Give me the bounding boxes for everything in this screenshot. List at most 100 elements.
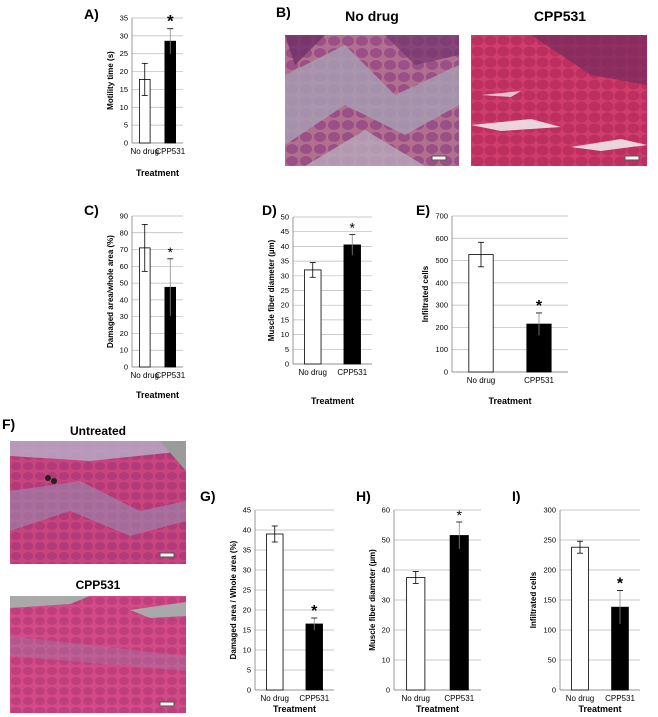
panel-label-d: D) [262, 202, 277, 218]
chart-h-ytick-label: 10 [382, 656, 390, 665]
chart-g-category-label: CPP531 [299, 694, 329, 703]
chart-d-significance-star: * [350, 220, 356, 236]
chart-e-ytick-label: 200 [435, 323, 448, 332]
chart-c-ytick-label: 0 [124, 363, 128, 372]
chart-a-ytick-label: 5 [124, 121, 128, 130]
chart-i-ytick-label: 300 [543, 506, 556, 515]
chart-i-bar-0 [571, 546, 589, 691]
chart-i-xlabel: Treatment [578, 704, 621, 714]
chart-a-ytick-label: 25 [120, 49, 128, 58]
chart-i-ytick-label: 0 [552, 686, 556, 695]
chart-c-xlabel: Treatment [136, 390, 179, 400]
chart-d-ytick-label: 50 [281, 213, 289, 222]
chart-d-ytick-label: 45 [281, 227, 289, 236]
chart-a-ytick-label: 35 [120, 14, 128, 23]
chart-d-ytick-label: 15 [281, 315, 289, 324]
chart-e-ytick-label: 300 [435, 301, 448, 310]
chart-h-ylabel: Muscle fiber diameter (µm) [368, 549, 377, 651]
chart-d-ytick-label: 5 [285, 345, 289, 354]
chart-c-ytick-label: 80 [120, 228, 128, 237]
chart-a-ytick-label: 15 [120, 85, 128, 94]
chart-e-category-label: No drug [467, 376, 495, 385]
panel-label-e: E) [416, 202, 430, 218]
chart-e-category-label: CPP531 [524, 376, 554, 385]
chart-d-category-label: No drug [299, 368, 327, 377]
micrograph-no-drug [285, 35, 459, 166]
chart-d-ytick-label: 10 [281, 330, 289, 339]
chart-g-bar-1 [305, 623, 323, 691]
panel-label-f: F) [2, 416, 16, 432]
chart-g-ytick-label: 30 [243, 566, 251, 575]
chart-a-category-label: CPP531 [155, 147, 185, 156]
chart-e-xlabel: Treatment [488, 396, 531, 406]
chart-e-ytick-label: 600 [435, 234, 448, 243]
chart-d-category-label: CPP531 [337, 368, 367, 377]
image-title-untreated: Untreated [69, 424, 126, 438]
chart-h-bar-1 [449, 535, 469, 691]
chart-h-ytick-label: 50 [382, 536, 390, 545]
panel-label-i: I) [512, 488, 521, 504]
chart-d-ylabel: Muscle fiber diameter (µm) [267, 239, 276, 341]
chart-a-xlabel: Treatment [136, 168, 179, 178]
chart-d-ytick-label: 0 [285, 360, 289, 369]
chart-e-ylabel: Infiltrated cells [421, 265, 430, 322]
chart-g-category-label: No drug [261, 694, 289, 703]
chart-i-ylabel: Infiltrated cells [529, 571, 538, 628]
chart-e-ytick-label: 400 [435, 278, 448, 287]
chart-h-ytick-label: 0 [386, 686, 390, 695]
chart-a-ylabel: Motility time (s) [106, 51, 115, 110]
panel-label-b: B) [276, 4, 291, 20]
chart-a-ytick-label: 20 [120, 67, 128, 76]
chart-d-ytick-label: 25 [281, 286, 289, 295]
chart-h-ytick-label: 30 [382, 596, 390, 605]
panel-label-a: A) [84, 6, 99, 22]
panel-label-g: G) [200, 488, 216, 504]
chart-g-ytick-label: 10 [243, 646, 251, 655]
chart-i-category-label: CPP531 [605, 694, 635, 703]
chart-e-ytick-label: 100 [435, 345, 448, 354]
chart-h-bar-0 [406, 577, 426, 691]
chart-a-ytick-label: 0 [124, 139, 128, 148]
chart-h-ytick-label: 20 [382, 626, 390, 635]
chart-c-ytick-label: 50 [120, 279, 128, 288]
chart-a-ytick-label: 30 [120, 31, 128, 40]
chart-d-ytick-label: 20 [281, 301, 289, 310]
chart-c-significance-star: * [168, 244, 174, 260]
image-title-no-drug: No drug [345, 8, 399, 24]
chart-c-ytick-label: 90 [120, 212, 128, 221]
chart-c-ytick-label: 60 [120, 262, 128, 271]
micrograph-cpp531-f [10, 596, 186, 713]
chart-e-ytick-label: 700 [435, 212, 448, 221]
chart-g-ytick-label: 35 [243, 546, 251, 555]
chart-h-significance-star: * [457, 507, 463, 523]
chart-c-ylabel: Damaged area/whole area (%) [106, 235, 115, 348]
chart-g-ylabel: Damaged area / Whole area (%) [229, 540, 238, 659]
chart-g-ytick-label: 0 [247, 686, 251, 695]
chart-i-ytick-label: 250 [543, 536, 556, 545]
chart-c-ytick-label: 40 [120, 295, 128, 304]
chart-a-significance-star: * [167, 12, 174, 31]
chart-g-significance-star: * [311, 603, 318, 620]
chart-c-category-label: No drug [131, 371, 159, 380]
chart-e-bar-0 [468, 254, 494, 373]
chart-h-category-label: No drug [402, 694, 430, 703]
chart-e-ytick-label: 500 [435, 256, 448, 265]
chart-d-bar-1 [343, 244, 361, 365]
chart-a-bar-1 [164, 40, 177, 144]
chart-g-ytick-label: 15 [243, 626, 251, 635]
chart-c-category-label: CPP531 [155, 371, 185, 380]
chart-i-ytick-label: 200 [543, 566, 556, 575]
chart-g-ytick-label: 25 [243, 586, 251, 595]
chart-d-ytick-label: 40 [281, 242, 289, 251]
chart-g-ytick-label: 40 [243, 526, 251, 535]
chart-c-ytick-label: 70 [120, 245, 128, 254]
chart-i-ytick-label: 100 [543, 626, 556, 635]
chart-c-ytick-label: 10 [120, 346, 128, 355]
chart-e-significance-star: * [536, 298, 543, 315]
chart-g-ytick-label: 45 [243, 506, 251, 515]
chart-i-category-label: No drug [566, 694, 594, 703]
chart-g-ytick-label: 20 [243, 606, 251, 615]
chart-c-ytick-label: 20 [120, 329, 128, 338]
chart-d-ytick-label: 30 [281, 271, 289, 280]
